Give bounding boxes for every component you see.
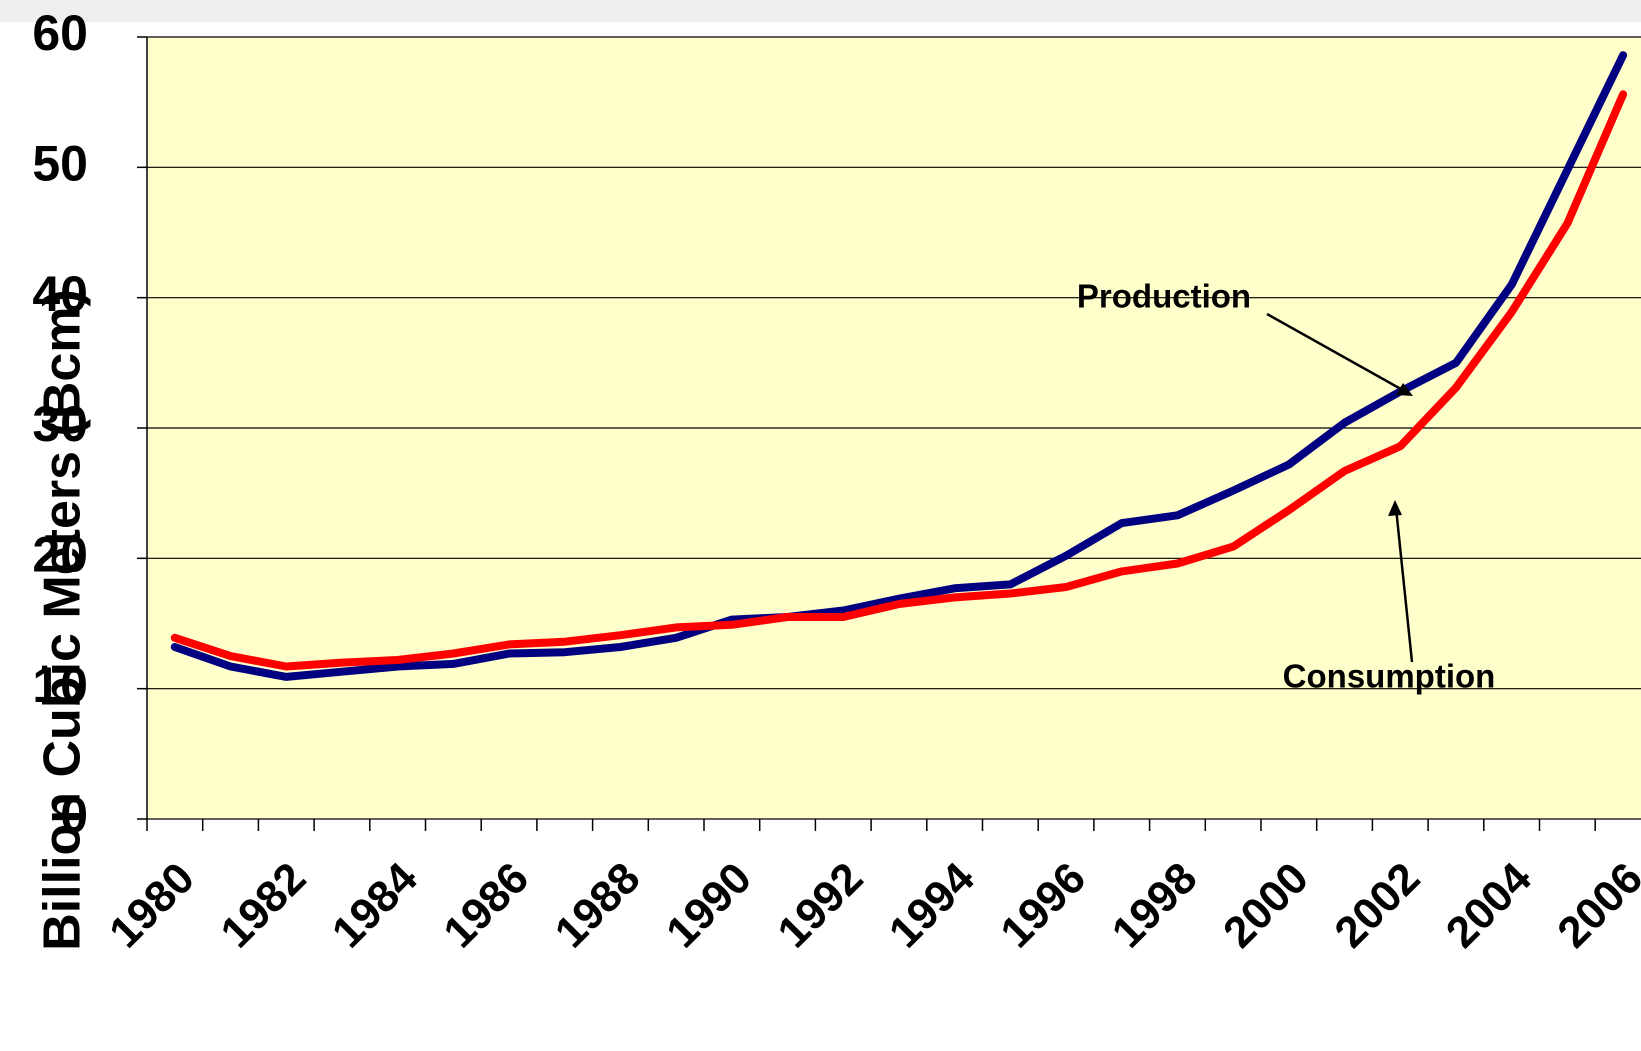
x-tick-label: 1996: [991, 853, 1095, 957]
x-tick-label: 1994: [880, 853, 984, 957]
y-axis-label: Billion Cubic Meters (Bcm): [34, 289, 92, 951]
annotation-arrow: [1394, 507, 1414, 663]
x-tick-label: 1982: [211, 853, 315, 957]
series-line: [170, 51, 1628, 681]
x-tick-label: 2004: [1437, 853, 1541, 957]
y-tick-label: 50: [32, 136, 88, 192]
annotation-arrow: [1266, 312, 1409, 395]
arrowhead: [1388, 500, 1402, 516]
x-tick-label: 1990: [657, 853, 761, 957]
x-tick-label: 1998: [1103, 853, 1207, 957]
y-tick-label: 0: [60, 787, 88, 843]
x-tick-label: 1980: [100, 853, 204, 957]
y-tick-label: 10: [32, 657, 88, 713]
x-tick-label: 1984: [323, 853, 427, 957]
x-tick-label: 2002: [1325, 853, 1429, 957]
annotation: Consumption: [1283, 658, 1496, 695]
y-tick-label: 30: [32, 396, 88, 452]
x-tick-label: 1988: [546, 853, 650, 957]
y-tick-label: 20: [32, 527, 88, 583]
annotation: Production: [1077, 278, 1251, 315]
x-tick-label: 1986: [434, 853, 538, 957]
y-tick-label: 60: [32, 5, 88, 61]
top-strip: [0, 0, 1641, 22]
arrowhead: [1396, 383, 1413, 396]
x-tick-label: 1992: [768, 853, 872, 957]
x-tick-label: 2006: [1548, 853, 1641, 957]
y-tick-label: 40: [32, 266, 88, 322]
x-tick-label: 2000: [1214, 853, 1318, 957]
series-line: [170, 90, 1628, 671]
